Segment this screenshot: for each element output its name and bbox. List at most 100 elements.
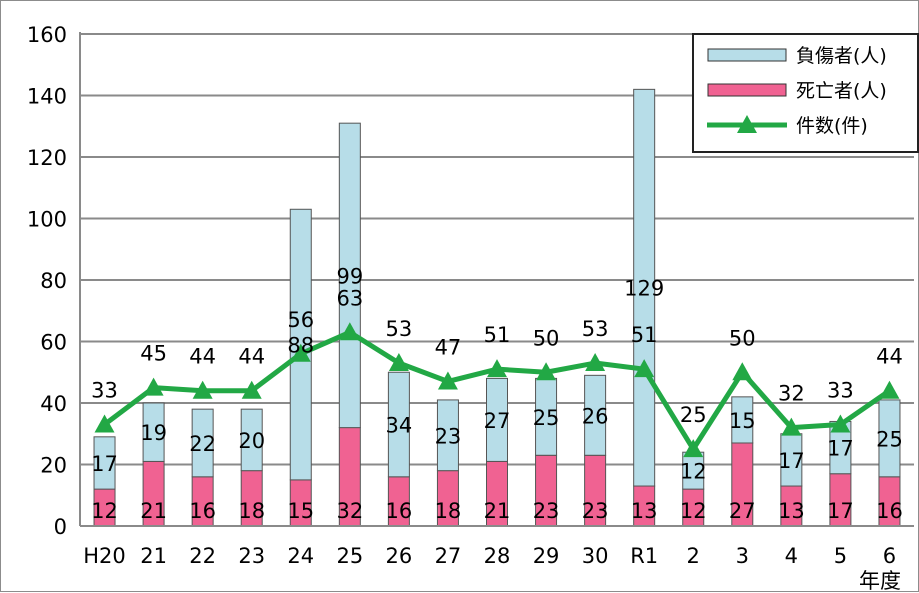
label-injured-29: 25 xyxy=(533,406,560,430)
label-injured-6: 25 xyxy=(876,427,903,451)
x-tick-label-H20: H20 xyxy=(83,544,126,568)
marker-count-28 xyxy=(487,359,507,378)
x-tick-label-30: 30 xyxy=(582,544,609,568)
label-injured-24: 88 xyxy=(287,334,314,358)
legend-swatch-0 xyxy=(707,48,787,62)
label-count-4: 32 xyxy=(778,382,805,406)
label-count-R1: 51 xyxy=(631,323,658,347)
marker-count-27 xyxy=(437,371,458,390)
y-tick-label-140: 140 xyxy=(27,85,67,109)
bar-injured-28 xyxy=(486,377,508,462)
label-dead-30: 23 xyxy=(582,499,609,523)
label-dead-27: 18 xyxy=(435,499,462,523)
label-injured-27: 23 xyxy=(435,424,462,448)
label-injured-R1: 129 xyxy=(624,277,664,301)
x-tick-label-26: 26 xyxy=(386,544,413,568)
marker-count-25 xyxy=(339,322,360,341)
bar-injured-6 xyxy=(878,399,901,478)
marker-count-23 xyxy=(241,380,262,399)
label-injured-28: 27 xyxy=(484,409,511,433)
marker-count-6 xyxy=(879,380,900,399)
x-tick-label-3: 3 xyxy=(736,544,749,568)
label-count-2: 25 xyxy=(680,403,707,427)
label-injured-23: 20 xyxy=(238,429,265,453)
x-tick-label-29: 29 xyxy=(533,544,560,568)
label-dead-26: 16 xyxy=(386,499,413,523)
legend-label-0: 負傷者(人) xyxy=(796,45,887,67)
x-tick-label-21: 21 xyxy=(140,544,167,568)
y-tick-label-60: 60 xyxy=(40,331,67,355)
gridlines xyxy=(80,33,914,466)
label-dead-3: 27 xyxy=(729,499,756,523)
x-tick-label-27: 27 xyxy=(435,544,462,568)
label-count-5: 33 xyxy=(827,379,854,403)
marker-count-H20 xyxy=(94,414,115,433)
bar-injured-R1 xyxy=(633,88,656,487)
y-tick-label-80: 80 xyxy=(40,269,67,293)
bar-injured-23 xyxy=(240,408,263,472)
label-injured-5: 17 xyxy=(827,437,854,461)
x-tick-label-25: 25 xyxy=(336,544,363,568)
bar-injured-26 xyxy=(387,371,410,478)
x-tick-label-4: 4 xyxy=(785,544,798,568)
label-dead-4: 13 xyxy=(778,499,805,523)
marker-count-R1 xyxy=(634,359,655,378)
x-tick-label-24: 24 xyxy=(287,544,314,568)
label-count-22: 44 xyxy=(189,345,216,369)
label-dead-28: 21 xyxy=(484,499,511,523)
marker-count-4 xyxy=(781,417,802,436)
label-count-24: 56 xyxy=(287,308,314,332)
label-count-30: 53 xyxy=(582,317,609,341)
y-tick-label-20: 20 xyxy=(40,454,67,478)
y-tick-label-160: 160 xyxy=(27,23,67,47)
marker-count-29 xyxy=(536,362,557,381)
x-axis-title: 年度 xyxy=(859,569,901,593)
marker-count-21 xyxy=(143,377,164,396)
legend-swatch-1 xyxy=(707,83,787,97)
label-dead-R1: 13 xyxy=(631,499,658,523)
label-dead-24: 15 xyxy=(287,499,314,523)
label-dead-21: 21 xyxy=(140,499,167,523)
label-dead-6: 16 xyxy=(876,499,903,523)
x-tick-label-22: 22 xyxy=(189,544,216,568)
x-tick-label-23: 23 xyxy=(238,544,265,568)
label-count-29: 50 xyxy=(533,326,560,350)
label-count-28: 51 xyxy=(484,323,511,347)
y-tick-label-120: 120 xyxy=(27,146,67,170)
y-tick-label-40: 40 xyxy=(40,392,67,416)
label-count-21: 45 xyxy=(140,342,167,366)
legend-label-1: 死亡者(人) xyxy=(796,80,887,102)
label-dead-2: 12 xyxy=(680,499,707,523)
legend-label-2: 件数(件) xyxy=(796,115,868,137)
marker-count-2 xyxy=(683,439,704,458)
x-tick-label-R1: R1 xyxy=(630,544,658,568)
label-injured-26: 34 xyxy=(386,414,413,438)
label-count-H20: 33 xyxy=(91,379,118,403)
y-tick-label-0: 0 xyxy=(54,515,67,539)
marker-count-24 xyxy=(290,343,311,362)
x-tick-label-6: 6 xyxy=(883,544,896,568)
label-dead-25: 32 xyxy=(336,499,363,523)
legend-marker-count xyxy=(737,115,757,133)
label-injured-25: 99 xyxy=(336,264,363,288)
bar-injured-30 xyxy=(584,374,607,456)
x-tick-label-2: 2 xyxy=(687,544,700,568)
label-injured-21: 19 xyxy=(140,421,167,445)
label-injured-4: 17 xyxy=(778,449,805,473)
label-injured-30: 26 xyxy=(582,404,609,428)
label-count-27: 47 xyxy=(435,335,462,359)
label-injured-2: 12 xyxy=(680,460,707,484)
marker-count-5 xyxy=(830,414,851,433)
legend: 負傷者(人) 死亡者(人) 件数(件) xyxy=(692,33,919,153)
line-series xyxy=(94,322,900,458)
bar-injured-27 xyxy=(436,399,459,472)
label-count-23: 44 xyxy=(238,345,265,369)
x-tick-label-5: 5 xyxy=(834,544,847,568)
bar-injured-22 xyxy=(191,408,214,478)
marker-count-3 xyxy=(732,362,753,381)
bar-injured-25 xyxy=(338,122,361,429)
